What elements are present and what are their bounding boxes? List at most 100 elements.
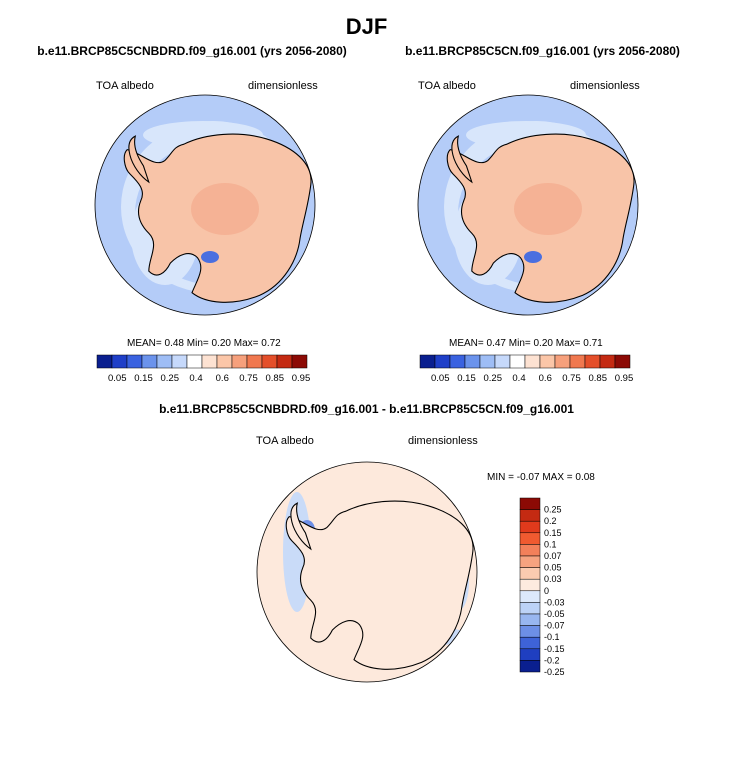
- colorbar-1-swatch: [111, 354, 128, 369]
- colorbar-1-swatch: [216, 354, 233, 369]
- colorbar-3-tick: -0.25: [544, 667, 565, 677]
- colorbar-2-swatch: [479, 354, 496, 369]
- colorbar-3-swatch: [519, 602, 541, 615]
- panel-1-max-label: Max=: [233, 338, 259, 349]
- colorbar-1-tick: 0.95: [292, 373, 311, 384]
- colorbar-1-swatch: [291, 354, 308, 369]
- colorbar-2-swatch: [464, 354, 481, 369]
- colorbar-3-swatch: [519, 532, 541, 545]
- panel-1-min-label: Min=: [186, 338, 209, 349]
- colorbar-3-swatch: [519, 613, 541, 626]
- colorbar-1-swatch: [126, 354, 143, 369]
- colorbar-2-swatch: [584, 354, 601, 369]
- colorbar-1-swatch: [156, 354, 173, 369]
- panel-1-border: [94, 94, 316, 316]
- colorbar-3-swatch: [519, 625, 541, 638]
- colorbar-1-swatch: [96, 354, 113, 369]
- panel-3-map: [257, 462, 477, 682]
- colorbar-1-swatch: [276, 354, 293, 369]
- colorbar-1-swatch: [171, 354, 188, 369]
- colorbar-2-swatch: [554, 354, 571, 369]
- panel-1-ronne-low: [201, 251, 219, 263]
- colorbar-1-tick: 0.05: [108, 373, 127, 384]
- panel-2-mean-label: MEAN=: [449, 338, 484, 349]
- colorbar-2-tick: 0.05: [431, 373, 450, 384]
- panel-1-plateau: [191, 183, 259, 235]
- panel-2-ronne-low: [524, 251, 542, 263]
- colorbar-1-tick: 0.25: [161, 373, 180, 384]
- panel-3-title: b.e11.BRCP85C5CNBDRD.f09_g16.001 - b.e11…: [159, 402, 574, 416]
- colorbar-1-swatch: [231, 354, 248, 369]
- colorbar-3-tick: -0.03: [544, 597, 565, 607]
- colorbar-3-tick: -0.15: [544, 644, 565, 654]
- colorbar-3-swatch: [519, 567, 541, 580]
- colorbar-2-swatch: [539, 354, 556, 369]
- colorbar-2-tick: 0.4: [512, 373, 525, 384]
- panel-2-stats: MEAN= 0.47 Min= 0.20 Max= 0.71: [449, 338, 603, 349]
- colorbar-2-tick: 0.25: [484, 373, 503, 384]
- panel-3-border: [256, 461, 478, 683]
- colorbar-2-tick: 0.6: [539, 373, 552, 384]
- colorbar-3-tick: 0: [544, 586, 549, 596]
- colorbar-3-tick: -0.1: [544, 632, 560, 642]
- panel-3-max: 0.08: [575, 472, 595, 483]
- colorbar-3-swatch: [519, 578, 541, 592]
- colorbar-3-swatch: [519, 520, 541, 534]
- panel-1-max: 0.72: [261, 338, 281, 349]
- colorbar-3-swatch: [519, 509, 541, 522]
- panel-1-mean-label: MEAN=: [127, 338, 162, 349]
- panel-3-variable: TOA albedo: [256, 435, 314, 447]
- panel-1-title: b.e11.BRCP85C5CNBDRD.f09_g16.001 (yrs 20…: [37, 44, 347, 58]
- panel-2-units: dimensionless: [570, 80, 640, 92]
- colorbar-2-tick: 0.95: [615, 373, 634, 384]
- panel-2-mean: 0.47: [486, 338, 506, 349]
- colorbar-1-tick: 0.6: [216, 373, 229, 384]
- panel-3-min: -0.07: [516, 472, 540, 483]
- panel-1-variable: TOA albedo: [96, 80, 154, 92]
- colorbar-3-tick: -0.07: [544, 621, 565, 631]
- colorbar-1-tick: 0.4: [189, 373, 202, 384]
- panel-1-mean: 0.48: [164, 338, 184, 349]
- colorbar-3-tick: 0.03: [544, 574, 562, 584]
- panel-3-min-label: MIN =: [487, 472, 514, 483]
- colorbar-3-tick: -0.2: [544, 655, 560, 665]
- colorbar-2-swatch: [599, 354, 616, 369]
- panel-1-min: 0.20: [211, 338, 231, 349]
- panel-2-border: [417, 94, 639, 316]
- panel-3-stats: MIN = -0.07 MAX = 0.08: [487, 472, 595, 483]
- colorbar-1-swatch: [261, 354, 278, 369]
- figure-title: DJF: [345, 14, 388, 39]
- colorbar-2-swatch: [419, 354, 436, 369]
- colorbar-1-tick: 0.85: [266, 373, 285, 384]
- colorbar-1-tick: 0.75: [239, 373, 258, 384]
- colorbar-3-tick: 0.1: [544, 539, 557, 549]
- colorbar-3-swatch: [519, 590, 541, 603]
- colorbar-3-tick: 0.05: [544, 563, 562, 573]
- panel-3-max-label: MAX =: [542, 472, 573, 483]
- colorbar-2-tick: 0.85: [589, 373, 608, 384]
- colorbar-1-tick: 0.15: [134, 373, 153, 384]
- colorbar-2-tick: 0.15: [457, 373, 476, 384]
- colorbar-2-swatch: [509, 354, 526, 369]
- panel-1-map: [95, 95, 315, 315]
- colorbar-1-swatch: [201, 354, 218, 369]
- colorbar-2-swatch: [449, 354, 466, 369]
- colorbar-3-tick: 0.15: [544, 528, 562, 538]
- colorbar-2-swatch: [524, 354, 541, 369]
- colorbar-2-swatch: [569, 354, 586, 369]
- panel-2-map: [418, 95, 638, 315]
- colorbar-3-swatch: [519, 648, 541, 661]
- colorbar-3-swatch: [519, 497, 541, 510]
- panel-2-max: 0.71: [583, 338, 603, 349]
- colorbar-3-tick: 0.25: [544, 505, 562, 515]
- colorbar-3-swatch: [519, 660, 541, 673]
- colorbar-3-swatch: [519, 636, 541, 650]
- panel-2-title: b.e11.BRCP85C5CN.f09_g16.001 (yrs 2056-2…: [405, 44, 680, 58]
- panel-2-max-label: Max=: [555, 338, 581, 349]
- colorbar-2-tick: 0.75: [562, 373, 581, 384]
- panel-2-variable: TOA albedo: [418, 80, 476, 92]
- colorbar-3-tick: 0.07: [544, 551, 562, 561]
- colorbar-3-swatch: [519, 544, 541, 557]
- panel-2-min-label: Min=: [508, 338, 531, 349]
